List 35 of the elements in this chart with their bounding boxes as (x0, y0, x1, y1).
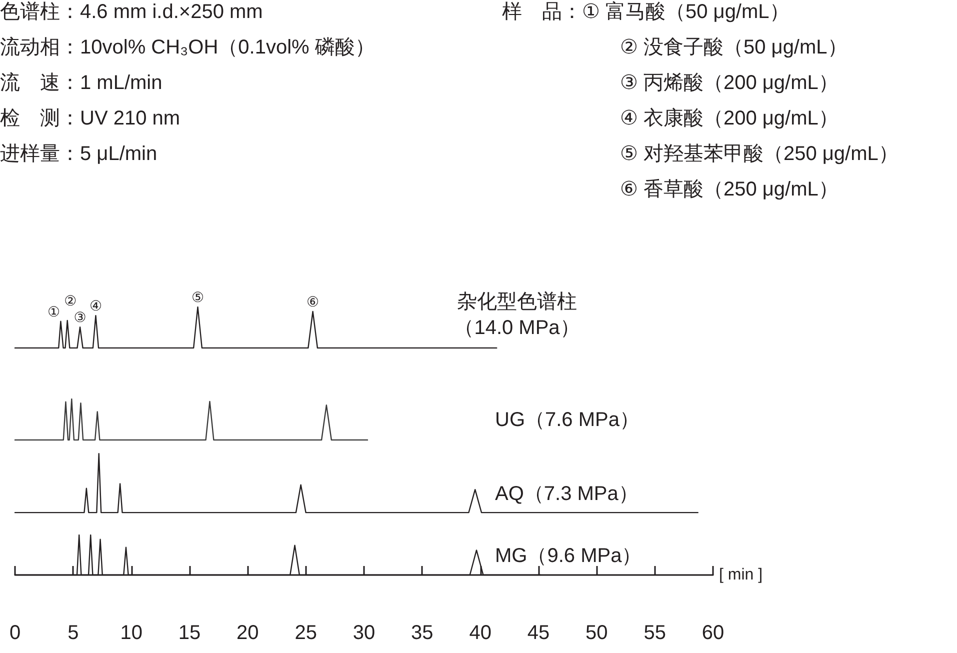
x-axis-title: [ min ] (719, 566, 763, 584)
x-tick-label: 30 (352, 622, 376, 644)
text: ⑥ 香草酸（250 μg/mL） (620, 178, 838, 200)
x-tick-label: 60 (702, 622, 724, 644)
text: 检 测：UV 210 nm (0, 108, 180, 130)
series-label: MG（9.6 MPa） (495, 545, 642, 567)
text: ⑤ 对羟基苯甲酸（250 μg/mL） (620, 143, 898, 165)
text: ③ 丙烯酸（200 μg/mL） (620, 72, 838, 94)
x-tick-label: 15 (178, 622, 201, 644)
text: 样 品：① 富马酸（50 μg/mL） (502, 0, 790, 23)
x-tick-label: 25 (294, 622, 317, 644)
annotation: ② (64, 292, 77, 309)
x-tick-label: 55 (644, 622, 666, 644)
x-tick-label: 5 (68, 622, 79, 644)
x-tick-label: 45 (527, 622, 550, 644)
text: 进样量：5 μL/min (0, 143, 158, 165)
annotation: ③ (74, 309, 86, 326)
series-label: 杂化型色谱柱（14.0 MPa） (454, 291, 580, 339)
x-tick-label: 40 (469, 622, 492, 644)
text: ④ 衣康酸（200 μg/mL） (620, 108, 838, 130)
series-label: AQ（7.3 MPa） (495, 483, 638, 505)
text: ② 没食子酸（50 μg/mL） (620, 36, 848, 58)
annotation: ① (47, 303, 60, 320)
text: 流动相：10vol% CH₃OH（0.1vol% 磷酸） (0, 36, 375, 58)
x-tick-label: 20 (236, 622, 259, 644)
text: UG（7.6 MPa） (495, 409, 640, 431)
x-tick-label: 10 (120, 622, 142, 644)
text: 流 速：1 mL/min (0, 72, 162, 94)
x-tick-label: 0 (9, 622, 21, 644)
text: 色谱柱：4.6 mm i.d.×250 mm (0, 1, 263, 23)
annotation: ⑤ (191, 289, 204, 305)
x-tick-label: 35 (411, 622, 434, 644)
x-tick-label: 50 (586, 622, 608, 644)
annotation: ④ (89, 298, 102, 314)
annotation: ⑥ (306, 294, 320, 310)
